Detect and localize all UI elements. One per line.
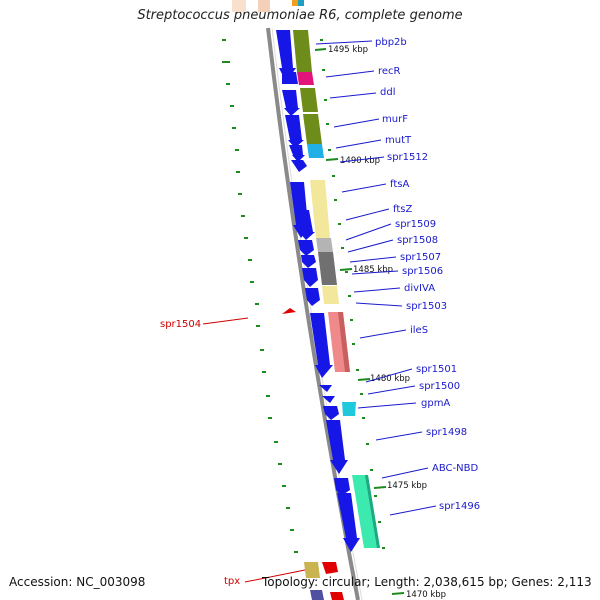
scale-label-1495: 1495 kbp [328,45,368,55]
cog-box-shade [365,475,380,548]
reverse-feature-tpx[interactable] [322,562,338,574]
gene-label-spr1509[interactable]: spr1509 [395,219,436,230]
cds-arrow[interactable] [310,313,333,378]
gene-label-spr1506[interactable]: spr1506 [402,266,443,277]
gene-labels: pbp2b recR ddl murF mutT spr1512 ftsA ft… [160,37,480,587]
gene-label-spr1504[interactable]: spr1504 [160,319,201,330]
gene-label-spr1503[interactable]: spr1503 [406,301,447,312]
cog-box[interactable] [300,88,318,112]
feature-partial[interactable] [292,0,298,6]
gene-label-spr1498[interactable]: spr1498 [426,427,467,438]
gene-label-pbp2b[interactable]: pbp2b [375,37,407,48]
scale-tick [314,48,327,51]
gene-label-spr1512[interactable]: spr1512 [387,152,428,163]
cog-box[interactable] [304,562,320,578]
cds-arrow[interactable] [285,115,304,148]
cds-arrow[interactable] [276,30,296,82]
cog-ring [293,30,380,578]
reverse-feature-partial[interactable] [330,592,344,600]
gene-label-abc-nbd[interactable]: ABC-NBD [432,463,478,474]
scale-tick [325,158,339,161]
cog-box[interactable] [310,180,330,238]
gene-label-ftsA[interactable]: ftsA [390,179,409,190]
scale-label-1490: 1490 kbp [340,156,380,166]
label-leader-spr1504 [202,317,249,325]
scale-tick [391,592,405,595]
cds-arrow[interactable] [326,420,348,474]
feature-partial[interactable] [258,0,270,12]
cds-arrow[interactable] [305,288,320,306]
cds-arrow[interactable] [301,255,316,268]
cds-arrow[interactable] [337,493,360,552]
gene-label-ddl[interactable]: ddl [380,87,395,98]
cog-box[interactable] [303,114,322,144]
gene-label-divIVA[interactable]: divIVA [404,283,435,294]
cog-box[interactable] [316,238,333,252]
cds-arrow[interactable] [322,396,335,403]
gene-label-spr1496[interactable]: spr1496 [439,501,480,512]
cog-box[interactable] [307,144,324,158]
label-leader-tpx [244,569,306,583]
cog-box[interactable] [322,286,339,304]
cog-box[interactable] [318,252,337,285]
gene-label-spr1500[interactable]: spr1500 [419,381,460,392]
gene-label-ileS[interactable]: ileS [410,325,428,336]
feature-partial[interactable] [232,0,246,12]
gene-label-spr1508[interactable]: spr1508 [397,235,438,246]
gene-label-tpx[interactable]: tpx [224,576,240,587]
cds-arrow[interactable] [289,145,305,162]
cds-arrow[interactable] [310,590,324,600]
feature-partial[interactable] [298,0,304,6]
gene-label-ftsZ[interactable]: ftsZ [393,204,412,215]
label-leaders [315,40,437,516]
cog-box[interactable] [352,475,380,548]
cds-arrow[interactable] [319,385,332,392]
scale-tick [373,486,387,489]
accession-text: Accession: NC_003098 [9,575,146,589]
gene-label-recR[interactable]: recR [378,66,401,77]
topology-text: Topology: circular; Length: 2,038,615 bp… [262,575,592,589]
cog-box[interactable] [342,402,356,416]
cds-arrow[interactable] [302,268,318,287]
reverse-feature-spr1504[interactable] [282,308,296,314]
cds-arrow[interactable] [323,406,339,420]
cog-box[interactable] [293,30,312,72]
cog-box-shade [338,312,350,372]
gc-track [222,39,385,553]
map-title: Streptococcus pneumoniae R6, complete ge… [137,8,463,23]
scale-ticks: 1495 kbp 1490 kbp 1485 kbp 1480 kbp 1475… [314,45,446,600]
scale-label-1470: 1470 kbp [406,590,446,600]
cds-arrow[interactable] [282,72,298,84]
cds-arrow[interactable] [334,478,350,496]
cds-arrow[interactable] [282,90,300,116]
scale-tick [357,378,371,381]
cds-arrow[interactable] [296,210,315,240]
cds-track [276,30,360,600]
gene-label-gpmA[interactable]: gpmA [421,398,450,409]
scale-label-1485: 1485 kbp [353,265,393,275]
cog-box[interactable] [297,72,314,85]
scale-label-1475: 1475 kbp [387,481,427,491]
gene-label-spr1507[interactable]: spr1507 [400,252,441,263]
scale-tick [339,268,353,271]
gene-label-mutT[interactable]: mutT [385,135,412,146]
cds-arrow[interactable] [298,240,314,256]
cds-arrow[interactable] [291,160,307,172]
gene-label-spr1501[interactable]: spr1501 [416,364,457,375]
scale-label-1480: 1480 kbp [370,374,410,384]
gene-label-murF[interactable]: murF [382,114,408,125]
